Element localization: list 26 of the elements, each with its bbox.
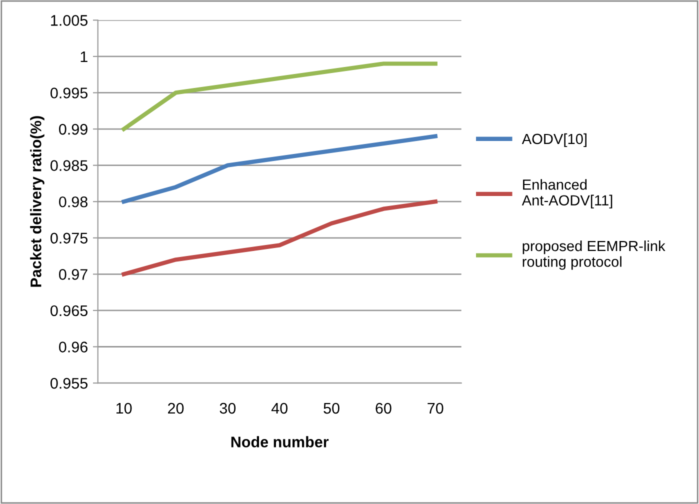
y-tick-label: 0.995	[50, 88, 88, 98]
line-series	[122, 200, 438, 276]
x-axis-title: Node number	[231, 436, 329, 448]
x-tick-label: 60	[376, 402, 392, 414]
y-tick-label: 0.96	[59, 342, 88, 352]
line-series	[122, 134, 438, 204]
y-tick-label: 0.97	[59, 269, 88, 280]
y-tick-label: 0.955	[50, 378, 88, 389]
y-axis-title: Packet delivery ratio(%)	[30, 116, 44, 287]
y-tick-label: 0.99	[59, 124, 88, 135]
y-tick-label: 1.005	[51, 15, 88, 26]
legend-label: proposed EEMPR-link routing protocol	[522, 240, 666, 270]
legend-label: AODV[10]	[522, 133, 586, 148]
y-tick-label: 0.975	[50, 232, 88, 244]
x-tick-label: 40	[271, 402, 288, 414]
x-tick-label: 30	[220, 402, 236, 414]
y-tick-label: 1	[80, 51, 88, 62]
y-tick-label: 0.98	[59, 196, 88, 208]
y-tick-label: 0.965	[50, 305, 88, 316]
x-tick-label: 50	[324, 402, 340, 414]
legend-label: Enhanced Ant-AODV[11]	[522, 179, 612, 208]
y-tick-label: 0.985	[50, 160, 88, 171]
x-tick-label: 20	[168, 402, 184, 414]
x-tick-label: 10	[116, 402, 132, 414]
line-series	[122, 62, 438, 132]
x-tick-label: 70	[428, 402, 444, 414]
